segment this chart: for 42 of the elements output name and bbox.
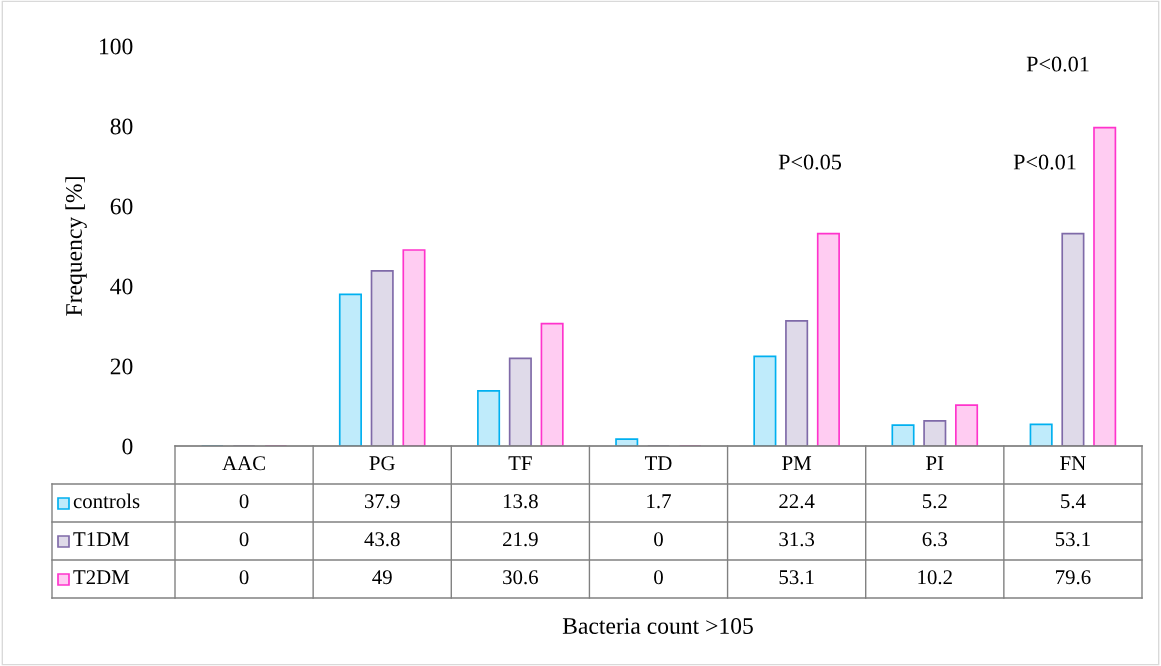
- data-label: 79.6: [1056, 570, 1091, 585]
- data-label: 1.7: [647, 494, 671, 509]
- y-tick-label: 40: [110, 278, 133, 295]
- data-label: 6.3: [922, 532, 947, 547]
- y-tick-label: 80: [110, 118, 133, 135]
- y-tick-label: 100: [99, 38, 133, 55]
- data-label: 10.2: [918, 570, 952, 585]
- data-label: 5.2: [922, 494, 947, 509]
- legend-label: T2DM: [73, 570, 130, 585]
- data-label: 13.8: [503, 494, 538, 509]
- x-tick-label: PM: [782, 456, 812, 471]
- data-label: 37.9: [364, 494, 400, 509]
- data-label: 53.1: [779, 570, 814, 585]
- data-label: 0: [654, 570, 663, 585]
- data-label: 53.1: [1055, 532, 1090, 547]
- y-tick-label: 20: [110, 358, 133, 375]
- data-label: 5.4: [1061, 494, 1086, 509]
- y-tick-label: 0: [122, 438, 133, 455]
- data-label: 21.9: [503, 532, 538, 547]
- x-tick-label: TD: [644, 456, 672, 471]
- legend-label: T1DM: [73, 532, 130, 547]
- data-label: 0: [239, 532, 249, 547]
- data-label: 30.6: [503, 570, 538, 585]
- x-tick-label: PI: [926, 456, 944, 471]
- annotation: P<0.01: [1026, 56, 1089, 72]
- data-label: 22.4: [779, 494, 815, 509]
- x-tick-label: AAC: [222, 456, 265, 471]
- data-label: 0: [239, 494, 249, 509]
- annotation: P<0.01: [1013, 154, 1076, 170]
- x-tick-label: PG: [369, 456, 395, 471]
- x-tick-label: TF: [508, 456, 532, 471]
- annotation: P<0.05: [778, 154, 842, 170]
- legend-label: controls: [73, 493, 140, 509]
- data-label: 31.3: [779, 532, 815, 547]
- text: Bacteria count >105: [562, 617, 753, 634]
- x-tick-label: FN: [1060, 456, 1086, 471]
- y-axis-title: Frequency [%]: [65, 177, 87, 316]
- data-label: 0: [239, 570, 249, 585]
- data-label: 43.8: [364, 532, 400, 547]
- y-tick-label: 60: [110, 198, 133, 215]
- data-label: 49: [372, 570, 392, 585]
- data-label: 0: [654, 532, 663, 547]
